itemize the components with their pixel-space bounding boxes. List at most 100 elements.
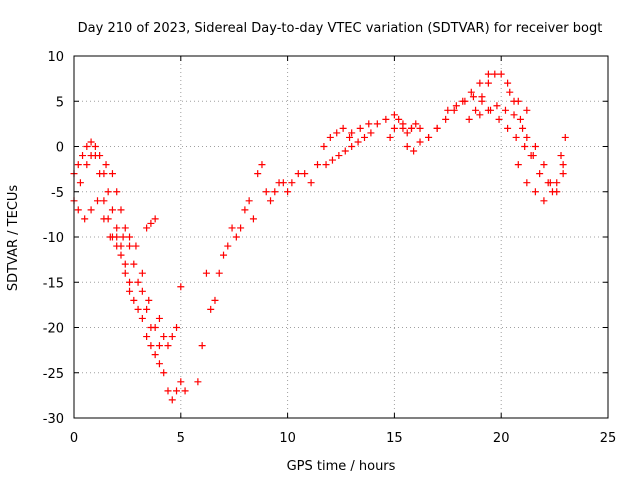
data-point [523, 133, 531, 141]
data-point [126, 233, 134, 241]
data-point [164, 387, 172, 395]
data-point [168, 333, 176, 341]
data-point [504, 79, 512, 87]
data-point [143, 305, 151, 313]
data-point [403, 143, 411, 150]
data-point [138, 287, 146, 295]
data-point [121, 224, 129, 232]
data-point [160, 333, 168, 341]
data-point [113, 224, 121, 232]
data-point [553, 179, 561, 187]
series-track-h [237, 161, 287, 232]
data-point [373, 120, 381, 128]
data-point [416, 138, 424, 146]
data-point [81, 215, 89, 223]
data-point [294, 170, 302, 178]
data-point [497, 70, 505, 78]
data-point [138, 314, 146, 322]
data-point [465, 115, 473, 123]
data-point [314, 161, 322, 169]
data-point [484, 106, 492, 114]
y-tick-label: 0 [56, 141, 64, 156]
data-point [93, 197, 101, 205]
data-point [271, 188, 279, 196]
data-point [514, 161, 522, 169]
data-point [307, 179, 315, 187]
data-point [117, 206, 125, 214]
data-point [288, 179, 296, 187]
data-point [519, 124, 527, 132]
data-point [121, 269, 129, 277]
x-tick-label: 0 [70, 431, 78, 446]
data-point [173, 324, 181, 331]
data-point [83, 143, 91, 150]
data-point [501, 106, 509, 114]
data-point [215, 269, 223, 277]
series-track-i [284, 124, 354, 196]
x-tick-label: 10 [279, 431, 296, 446]
data-point [382, 115, 390, 123]
data-point [79, 152, 87, 160]
data-point [360, 133, 368, 141]
data-point [416, 124, 424, 132]
data-point [348, 129, 356, 137]
data-point [126, 278, 134, 286]
data-point [540, 197, 548, 205]
data-point [356, 124, 364, 132]
data-point [425, 133, 433, 141]
chart-title: Day 210 of 2023, Sidereal Day-to-day VTE… [78, 21, 603, 36]
series-track-c [102, 161, 155, 331]
x-axis-label: GPS time / hours [287, 459, 396, 474]
data-point [130, 260, 138, 268]
y-axis-label: SDTVAR / TECUs [6, 185, 21, 292]
y-tick-label: -15 [43, 276, 64, 291]
data-point [531, 188, 539, 196]
data-point [245, 197, 253, 205]
data-point [83, 161, 91, 169]
data-point [478, 93, 486, 101]
data-point [104, 188, 112, 196]
data-point [412, 120, 420, 128]
data-point [100, 215, 108, 223]
data-point [254, 170, 262, 178]
data-point [476, 79, 484, 87]
data-point [258, 161, 266, 169]
data-point [516, 115, 524, 123]
data-point [113, 242, 121, 250]
data-point [194, 378, 202, 386]
data-point [249, 215, 257, 223]
data-point [328, 156, 336, 164]
series-track-p [476, 102, 567, 187]
data-point [237, 224, 245, 232]
y-tick-label: -25 [43, 367, 64, 382]
data-point [100, 197, 108, 205]
data-point [155, 314, 163, 322]
data-point [559, 170, 567, 178]
data-point [326, 133, 334, 141]
data-point [130, 296, 138, 304]
data-point [484, 79, 492, 87]
data-point [126, 242, 134, 250]
data-point [467, 88, 475, 96]
data-point [346, 133, 354, 141]
y-tick-label: 5 [56, 95, 64, 110]
data-point [348, 143, 356, 150]
x-tick-label: 15 [386, 431, 403, 446]
data-point [262, 188, 270, 196]
x-tick-label: 20 [493, 431, 510, 446]
data-point [160, 369, 168, 377]
data-point [333, 129, 341, 137]
data-point [76, 179, 84, 187]
data-point [121, 260, 129, 268]
data-point [284, 188, 292, 196]
data-point [403, 129, 411, 137]
data-point [108, 206, 116, 214]
x-tick-label: 5 [177, 431, 185, 446]
data-point [151, 351, 159, 359]
data-point [523, 106, 531, 114]
data-point [320, 143, 328, 150]
data-point [512, 133, 520, 141]
data-point [279, 179, 287, 187]
data-point [151, 215, 159, 223]
